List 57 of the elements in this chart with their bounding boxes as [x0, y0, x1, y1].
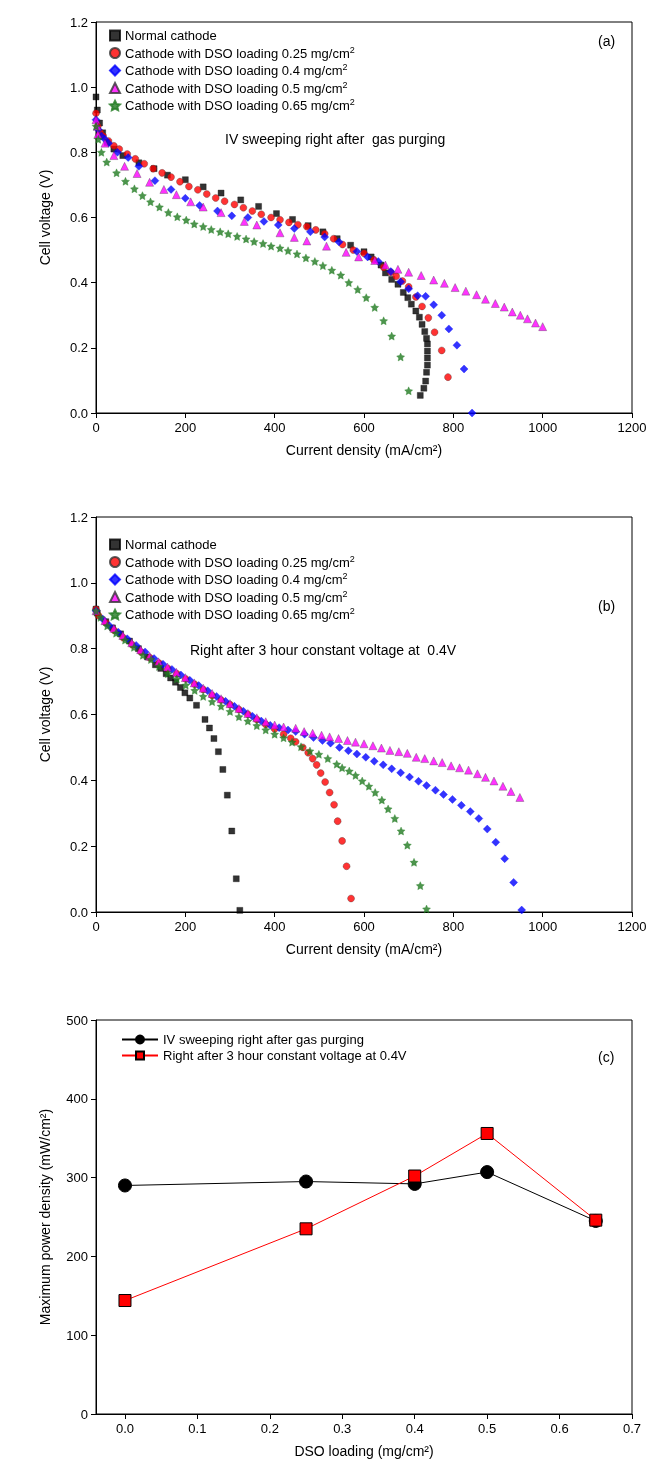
x-tick-label: 0.1 [188, 1421, 207, 1436]
x-axis-title: Current density (mA/cm²) [285, 941, 443, 957]
y-tick-label: 200 [66, 1248, 88, 1264]
x-tick-label: 0 [92, 420, 100, 435]
y-tick-label: 300 [66, 1170, 88, 1186]
y-axis-title: Maximum power density (mW/cm²) [37, 1108, 53, 1326]
x-tick-label: 400 [263, 919, 286, 934]
y-axis-title: Cell voltage (V) [37, 169, 53, 266]
y-tick-label: 0.8 [69, 641, 88, 657]
x-tick-label: 800 [442, 420, 465, 435]
x-tick-label: 1000 [528, 919, 558, 934]
y-tick-label: 0 [80, 1406, 88, 1422]
x-tick-label: 0.0 [115, 1421, 135, 1436]
legend-label: IV sweeping right after gas purging [163, 1032, 364, 1047]
y-tick-label: 500 [66, 1012, 88, 1028]
x-tick-label: 0.6 [550, 1421, 569, 1436]
x-tick-label: 0.4 [405, 1421, 424, 1436]
y-tick-label: 0.8 [69, 144, 88, 160]
y-tick-label: 400 [66, 1091, 88, 1107]
x-axis-title: DSO loading (mg/cm²) [294, 1443, 434, 1459]
y-tick-label: 0.2 [69, 340, 88, 356]
y-tick-label: 0.6 [69, 210, 88, 225]
y-tick-label: 0.4 [69, 772, 88, 788]
x-tick-label: 600 [353, 420, 375, 435]
x-tick-label: 0.7 [622, 1421, 642, 1436]
x-tick-label: 0.2 [260, 1421, 279, 1436]
legend-label: Normal cathode [125, 537, 217, 552]
legend-label: Normal cathode [125, 28, 217, 43]
annotation: Right after 3 hour constant voltage at 0.4V [190, 642, 457, 658]
x-tick-label: 0 [92, 919, 100, 934]
x-tick-label: 1200 [617, 919, 647, 934]
annotation: (a) [598, 33, 616, 49]
y-tick-label: 1.2 [69, 14, 88, 30]
y-tick-label: 0.0 [69, 405, 88, 421]
x-axis-title: Current density (mA/cm²) [285, 442, 443, 458]
x-tick-label: 400 [263, 420, 286, 435]
y-tick-label: 100 [66, 1327, 88, 1343]
x-tick-label: 200 [174, 919, 197, 934]
annotation: (b) [598, 598, 616, 614]
x-tick-label: 0.3 [333, 1421, 352, 1436]
x-tick-label: 1000 [528, 420, 558, 435]
x-tick-label: 600 [353, 919, 375, 934]
annotation: IV sweeping right after gas purging [225, 131, 446, 147]
y-tick-label: 0.0 [69, 904, 88, 920]
annotation: (c) [598, 1049, 615, 1065]
x-tick-label: 1200 [617, 420, 647, 435]
x-tick-label: 200 [174, 420, 197, 435]
y-tick-label: 0.4 [69, 275, 88, 291]
y-axis-title: Cell voltage (V) [37, 666, 53, 763]
x-tick-label: 800 [442, 919, 465, 934]
y-tick-label: 1.0 [69, 79, 88, 95]
y-tick-label: 1.0 [69, 575, 88, 591]
y-tick-label: 0.2 [69, 838, 88, 854]
y-tick-label: 1.2 [69, 509, 88, 525]
x-tick-label: 0.5 [478, 1421, 497, 1436]
y-tick-label: 0.6 [69, 707, 88, 722]
legend-label: Right after 3 hour constant voltage at 0.4V [163, 1048, 407, 1063]
